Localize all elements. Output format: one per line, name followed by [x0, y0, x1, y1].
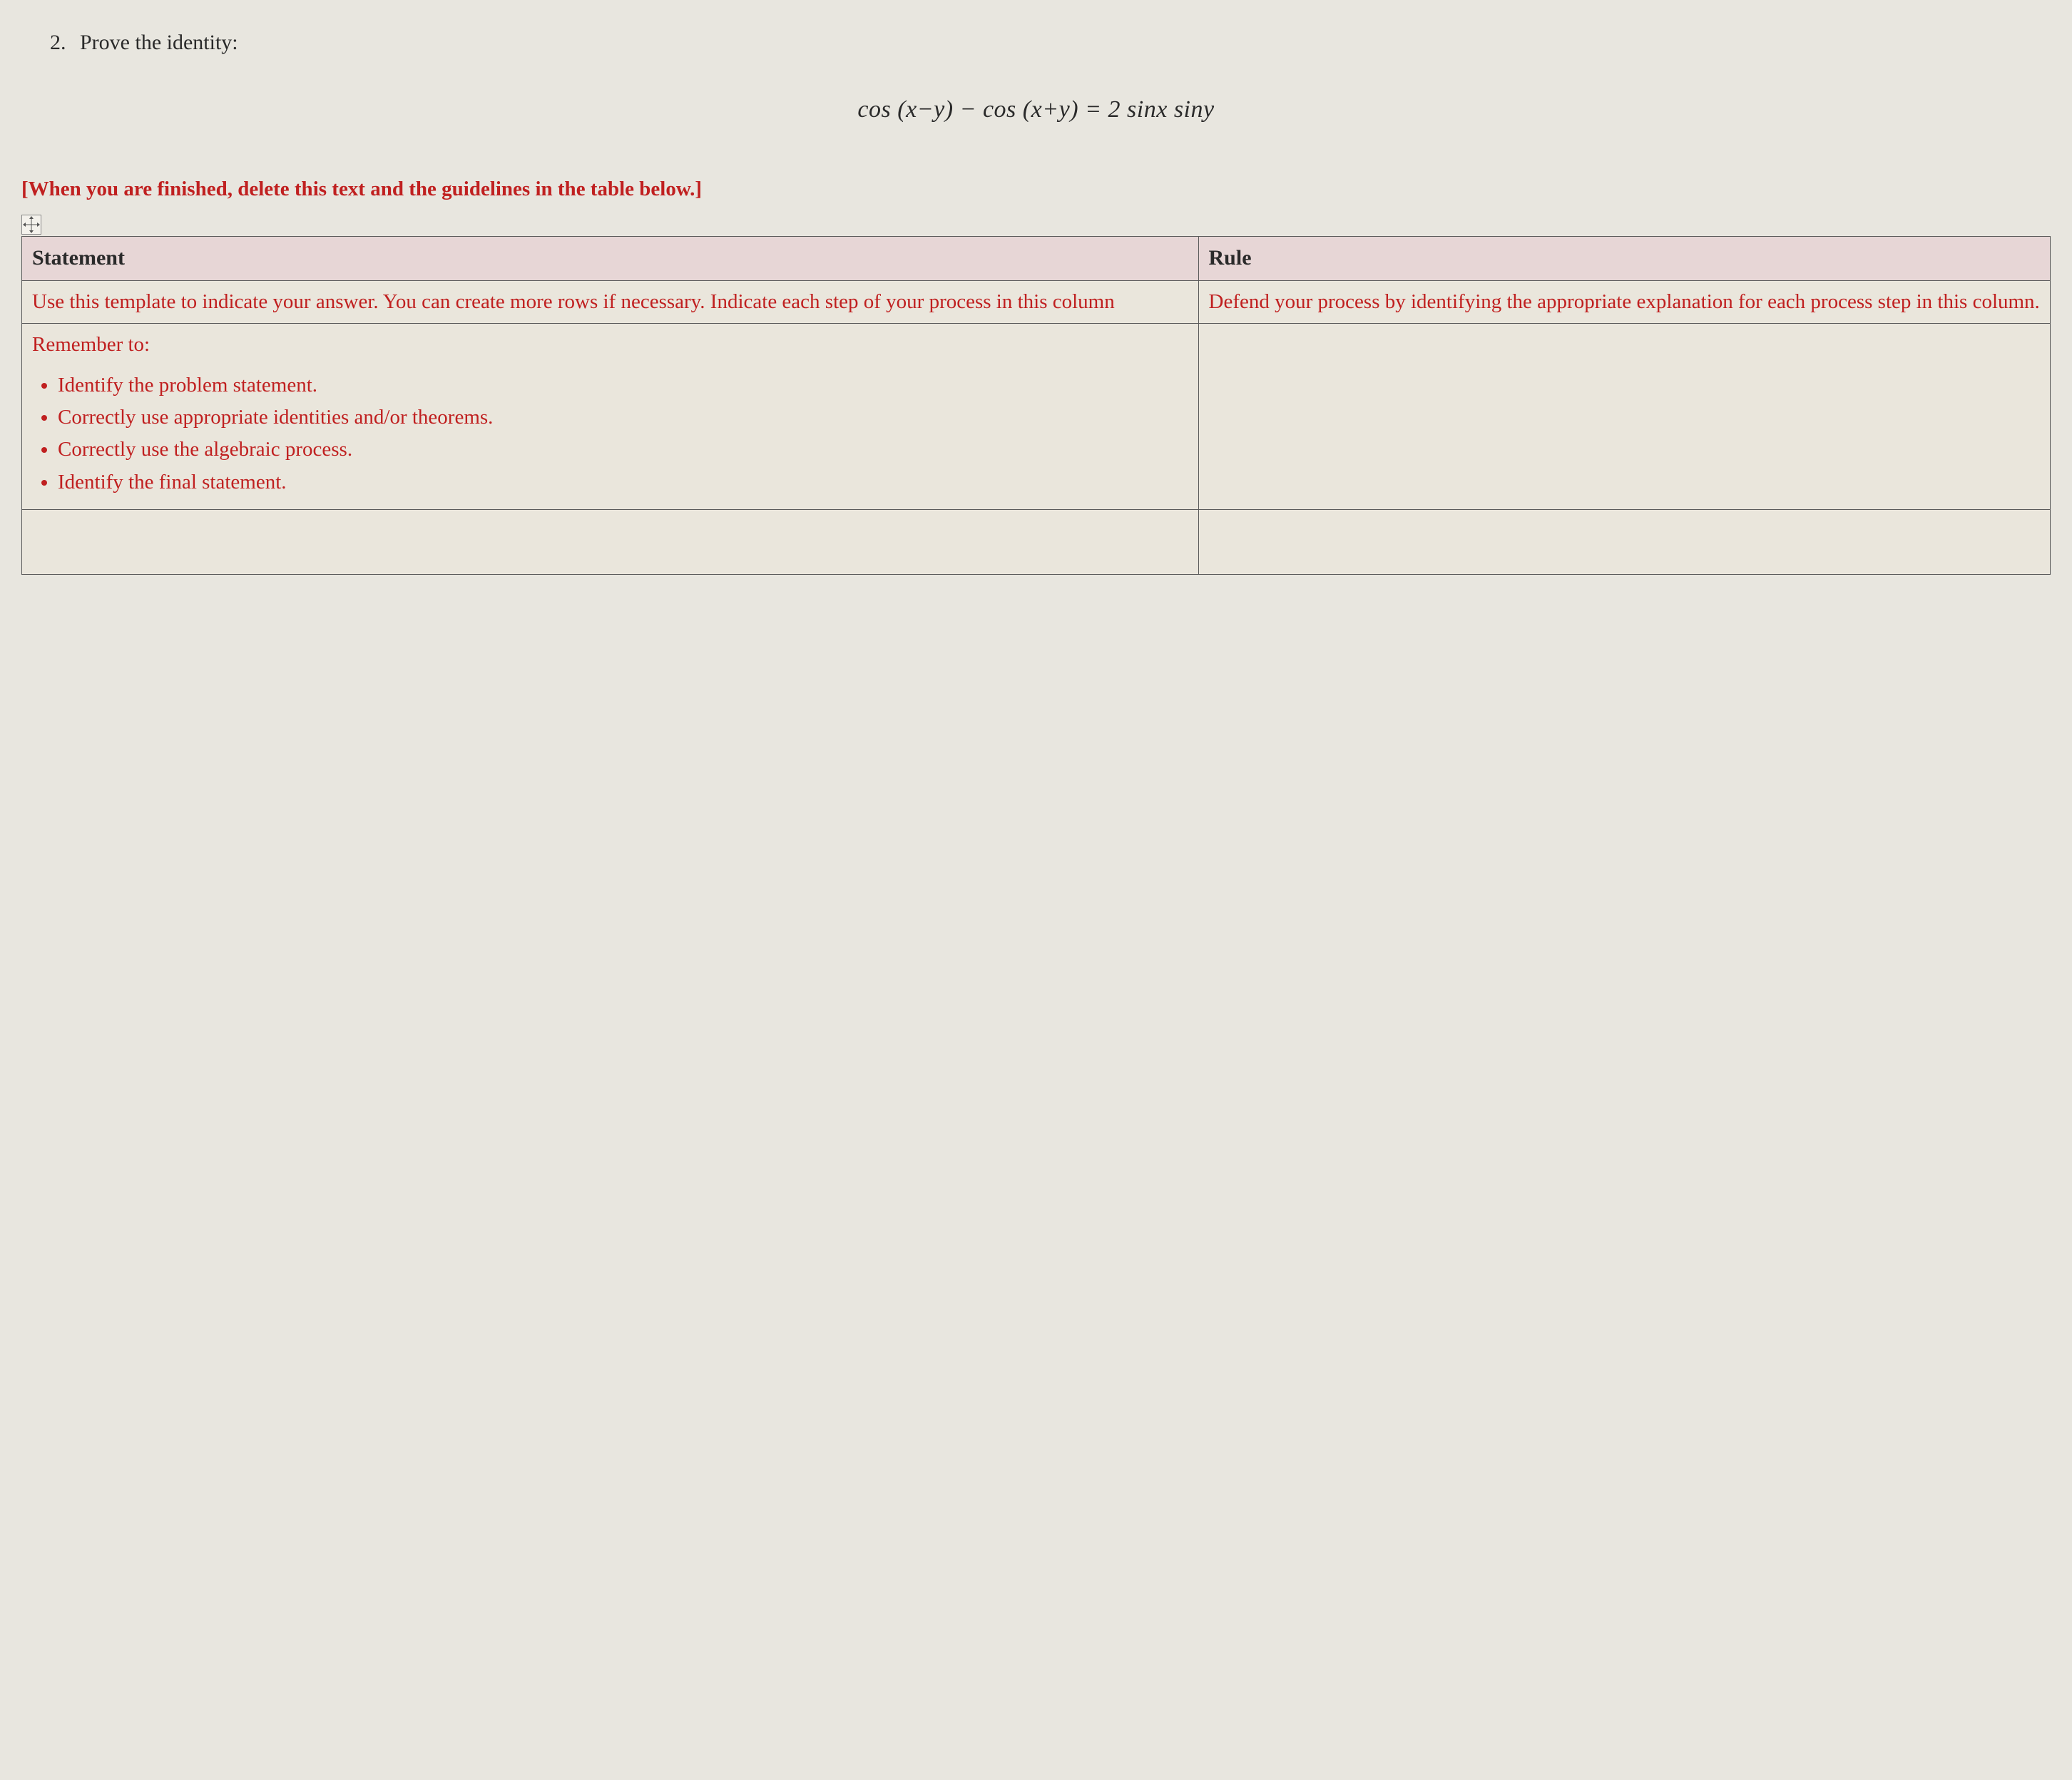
statement-cell[interactable]: Use this template to indicate your answe…: [22, 280, 1199, 323]
list-item: Identify the problem statement.: [58, 372, 1188, 399]
list-item: Correctly use the algebraic process.: [58, 436, 1188, 464]
delete-instruction: [When you are finished, delete this text…: [21, 175, 2051, 203]
problem-number: 2.: [50, 29, 66, 58]
problem-prompt: Prove the identity:: [80, 31, 238, 54]
list-item: Identify the final statement.: [58, 469, 1188, 496]
table-row: [22, 509, 2051, 574]
col-header-rule: Rule: [1198, 237, 2050, 281]
remember-list: Identify the problem statement. Correctl…: [58, 372, 1188, 496]
identity-equation: cos (x−y) − cos (x+y) = 2 sinx siny: [21, 93, 2051, 126]
rule-cell[interactable]: [1198, 509, 2050, 574]
proof-table: Statement Rule Use this template to indi…: [21, 236, 2051, 574]
table-row: Remember to: Identify the problem statem…: [22, 323, 2051, 509]
rule-cell[interactable]: [1198, 323, 2050, 509]
table-row: Use this template to indicate your answe…: [22, 280, 2051, 323]
rule-cell[interactable]: Defend your process by identifying the a…: [1198, 280, 2050, 323]
problem-heading: 2. Prove the identity:: [50, 29, 2051, 58]
list-item: Correctly use appropriate identities and…: [58, 404, 1188, 431]
table-move-handle-icon[interactable]: [21, 215, 41, 235]
col-header-statement: Statement: [22, 237, 1199, 281]
table-header-row: Statement Rule: [22, 237, 2051, 281]
remember-intro: Remember to:: [32, 331, 1188, 359]
statement-cell[interactable]: [22, 509, 1199, 574]
statement-cell[interactable]: Remember to: Identify the problem statem…: [22, 323, 1199, 509]
equation-text: cos (x−y) − cos (x+y) = 2 sinx siny: [857, 96, 1214, 123]
